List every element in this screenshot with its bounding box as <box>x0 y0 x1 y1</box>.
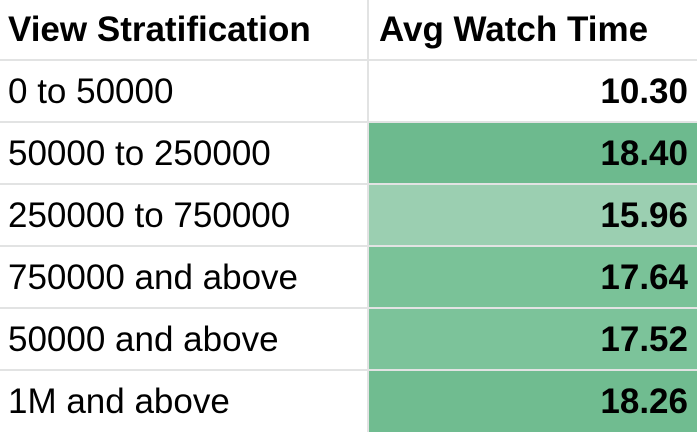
table-row: 1M and above 18.26 <box>0 369 697 432</box>
row-label: 0 to 50000 <box>0 59 369 123</box>
row-label: 1M and above <box>0 369 369 432</box>
row-label: 250000 to 750000 <box>0 183 369 247</box>
row-value: 17.52 <box>367 307 697 371</box>
row-value: 15.96 <box>367 183 697 247</box>
table-row: 0 to 50000 10.30 <box>0 59 697 123</box>
table-row: 250000 to 750000 15.96 <box>0 183 697 247</box>
row-value: 10.30 <box>367 59 697 123</box>
table-row: 50000 and above 17.52 <box>0 307 697 371</box>
row-value: 18.26 <box>367 369 697 432</box>
row-label: 750000 and above <box>0 245 369 309</box>
table-row: 750000 and above 17.64 <box>0 245 697 309</box>
row-label: 50000 and above <box>0 307 369 371</box>
header-row: View Stratification Avg Watch Time <box>0 0 697 61</box>
header-avg-watch-time: Avg Watch Time <box>367 0 697 61</box>
row-label: 50000 to 250000 <box>0 121 369 185</box>
row-value: 17.64 <box>367 245 697 309</box>
table-row: 50000 to 250000 18.40 <box>0 121 697 185</box>
header-view-stratification: View Stratification <box>0 0 369 61</box>
row-value: 18.40 <box>367 121 697 185</box>
